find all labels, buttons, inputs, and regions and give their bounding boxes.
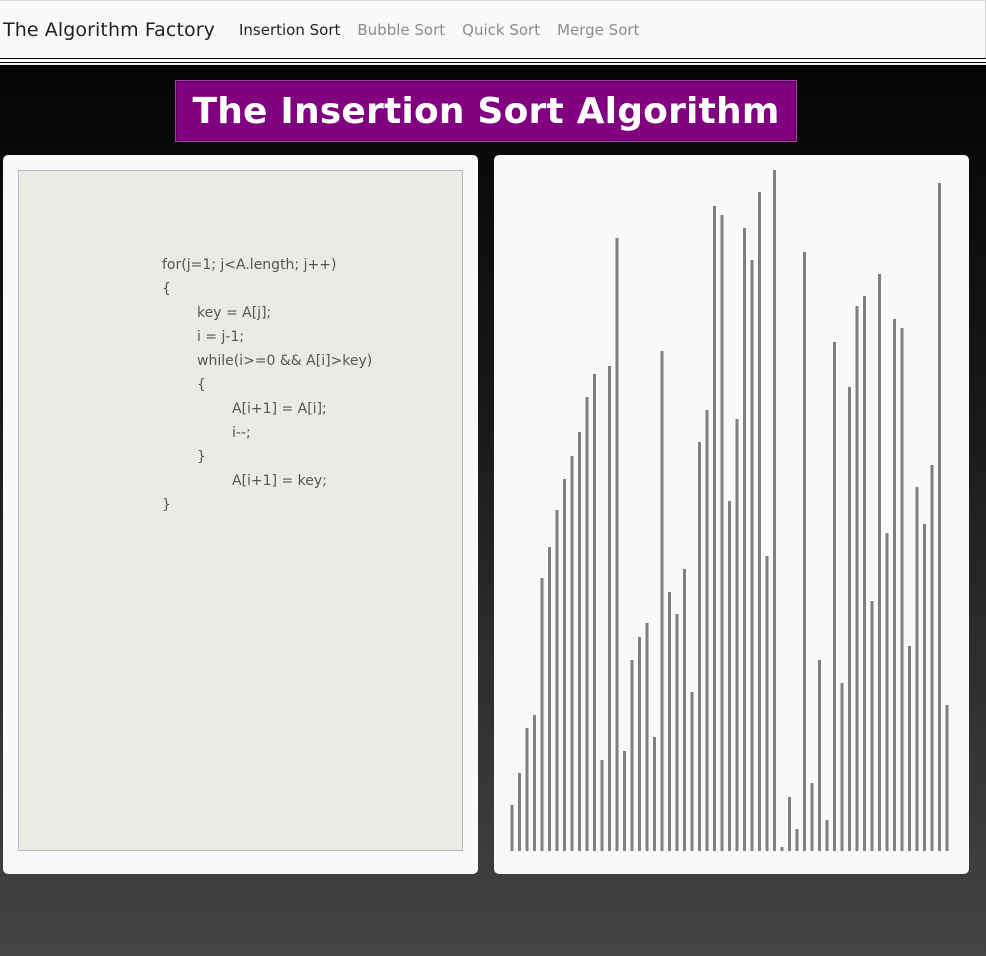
code-card: for(j=1; j<A.length; j++) { key = A[j]; i =… [3, 155, 478, 874]
array-bar [780, 847, 784, 851]
nav-link-quick-sort[interactable]: Quick Sort [462, 20, 541, 39]
code-line: { [197, 377, 206, 393]
top-navbar: The Algorithm Factory Insertion Sort Bub… [0, 0, 986, 58]
array-bar [630, 660, 634, 851]
array-bar [720, 215, 724, 851]
array-bar [533, 715, 536, 851]
code-line: for(j=1; j<A.length; j++) [162, 257, 337, 273]
array-bar [593, 374, 596, 851]
array-bar [668, 592, 671, 851]
array-bar [615, 238, 619, 851]
array-bar [638, 637, 641, 851]
code-line: i--; [232, 425, 251, 441]
array-bar [885, 533, 889, 851]
code-block: for(j=1; j<A.length; j++) { key = A[j]; i =… [162, 253, 372, 517]
array-bar [833, 342, 836, 851]
header-divider [0, 59, 986, 65]
array-bar [653, 737, 656, 851]
array-bar [698, 442, 701, 851]
array-bar [578, 432, 581, 851]
array-bar [713, 206, 716, 851]
code-line: } [162, 497, 171, 513]
array-bar [540, 578, 544, 851]
array-bar [548, 547, 551, 851]
array-bar [683, 569, 686, 851]
array-bar [900, 328, 904, 851]
array-bar [660, 351, 664, 851]
array-bar [923, 524, 926, 851]
array-bar [840, 683, 844, 851]
array-bar [825, 820, 829, 851]
array-bar [563, 479, 566, 851]
array-bar [675, 614, 679, 851]
code-line: while(i>=0 && A[i]>key) [197, 353, 373, 369]
code-line: } [197, 449, 206, 465]
array-bar [945, 705, 949, 851]
page-title: The Insertion Sort Algorithm [192, 90, 780, 132]
array-bar [690, 692, 694, 851]
array-bar [705, 410, 709, 851]
array-bar [743, 228, 746, 851]
code-line: i = j-1; [197, 329, 245, 345]
array-bar [848, 387, 851, 851]
header-divider-line [0, 59, 986, 62]
array-bar [810, 783, 814, 851]
array-bar [788, 797, 791, 851]
array-bar [608, 366, 611, 851]
bar-visualization [510, 170, 949, 851]
array-bar [870, 601, 874, 851]
array-bar [570, 456, 574, 851]
nav-link-insertion-sort[interactable]: Insertion Sort [238, 20, 341, 39]
array-bar [795, 829, 799, 851]
array-bar [938, 183, 941, 851]
code-line: A[i+1] = A[i]; [232, 401, 327, 417]
array-bar [818, 660, 821, 851]
array-bar [893, 319, 896, 851]
array-bar [555, 510, 559, 851]
array-bar [518, 773, 521, 851]
nav-link-bubble-sort[interactable]: Bubble Sort [357, 20, 446, 39]
brand-title[interactable]: The Algorithm Factory [3, 18, 215, 41]
array-bar [585, 397, 589, 851]
array-bar [863, 296, 866, 851]
code-line: { [162, 281, 171, 297]
array-bar [878, 274, 881, 851]
array-bar [765, 556, 769, 851]
array-bar [750, 260, 754, 851]
array-bar [773, 170, 776, 851]
code-line: A[i+1] = key; [232, 473, 327, 489]
array-bar [728, 501, 731, 851]
array-bar [915, 487, 919, 851]
array-bar [623, 751, 626, 851]
array-bar [600, 760, 604, 851]
array-bar [803, 252, 806, 851]
array-bar [645, 623, 649, 851]
code-line: key = A[j]; [197, 305, 272, 321]
visualization-card [494, 155, 969, 874]
array-bar [735, 419, 739, 851]
page-title-banner: The Insertion Sort Algorithm [175, 80, 797, 142]
code-panel: for(j=1; j<A.length; j++) { key = A[j]; i =… [18, 170, 463, 851]
array-bar [510, 805, 514, 851]
array-bar [930, 465, 934, 851]
array-bar [525, 728, 529, 851]
nav-link-merge-sort[interactable]: Merge Sort [557, 20, 640, 39]
array-bar [908, 646, 911, 851]
array-bar [855, 306, 859, 851]
array-bar [758, 192, 761, 851]
